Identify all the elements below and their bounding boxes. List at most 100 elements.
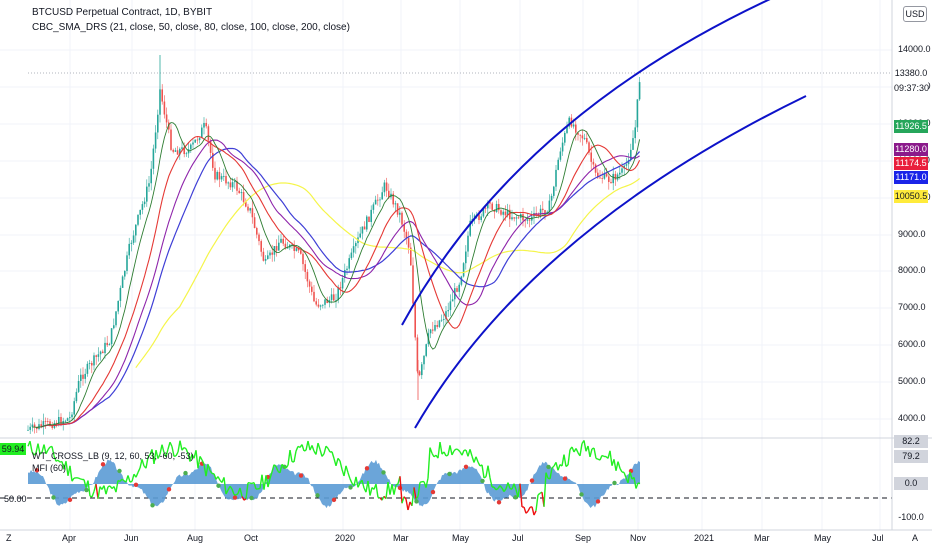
- price-axis-label: 5000.0: [898, 376, 926, 386]
- mfi-line: [533, 510, 537, 516]
- wt-cross-dot: [150, 503, 155, 508]
- time-axis-label: Jul: [512, 533, 524, 543]
- mfi-line: [141, 459, 145, 467]
- candle-body: [198, 138, 201, 141]
- mfi-line: [157, 453, 161, 459]
- candle-body: [403, 224, 405, 232]
- candle-body: [462, 263, 465, 277]
- mfi-legend[interactable]: MFI (60): [32, 463, 67, 473]
- mfi-line: [319, 449, 323, 457]
- mfi-line: [217, 476, 221, 481]
- candle-body: [447, 310, 449, 312]
- time-axis-label: 2020: [335, 533, 356, 543]
- mfi-line: [263, 475, 267, 490]
- candle-body: [341, 277, 344, 289]
- candle-body: [234, 181, 236, 183]
- candle-body: [546, 211, 548, 214]
- time-axis-label: Sep: [575, 533, 592, 543]
- mfi-line: [427, 447, 431, 479]
- auto-scale-icon[interactable]: A: [912, 533, 919, 543]
- candle-body: [638, 82, 641, 100]
- candle-body: [537, 214, 540, 216]
- candle-body: [163, 101, 166, 115]
- price-axis-label: 4000.0: [898, 413, 926, 423]
- candle-body: [117, 300, 119, 312]
- candle-body: [333, 294, 335, 301]
- candle-body: [335, 300, 337, 301]
- candle-body: [262, 251, 265, 261]
- candle-body: [575, 124, 577, 133]
- candle-body: [119, 287, 122, 301]
- time-axis-label: Mar: [754, 533, 770, 543]
- currency-button[interactable]: USD: [903, 6, 927, 22]
- wt-cross-dot: [315, 493, 320, 498]
- candle-body: [124, 270, 126, 277]
- mfi-line: [345, 465, 349, 473]
- mfi-line: [429, 447, 433, 454]
- mfi-line: [583, 440, 587, 452]
- mfi-line: [579, 443, 583, 456]
- candle-body: [150, 168, 152, 184]
- wt-cross-dot: [447, 471, 452, 477]
- wt-cross-dot: [513, 495, 518, 500]
- time-axis-label: May: [814, 533, 832, 543]
- mfi-line: [121, 478, 125, 482]
- mfi-line: [181, 447, 185, 451]
- wt-cross-dot: [249, 495, 254, 501]
- candle-body: [330, 294, 333, 300]
- candle-body: [130, 242, 133, 244]
- wt-cross-dot: [51, 495, 56, 500]
- mfi-line: [53, 455, 57, 462]
- mfi-line: [161, 444, 165, 453]
- mfi-line: [367, 480, 371, 496]
- candle-body: [484, 207, 487, 209]
- candle-body: [251, 208, 254, 218]
- candle-body: [423, 355, 425, 365]
- time-axis-label: Nov: [630, 533, 647, 543]
- zoom-icon[interactable]: Z: [6, 533, 12, 543]
- candle-body: [308, 281, 311, 287]
- candle-body: [489, 202, 491, 204]
- mfi-line: [159, 444, 163, 455]
- indicator-legend[interactable]: CBC_SMA_DRS (21, close, 50, close, 80, c…: [32, 22, 350, 33]
- wt-cross-dot: [546, 464, 551, 470]
- mfi-line: [567, 449, 571, 466]
- mfi-line: [131, 473, 135, 482]
- price-tag: 11926.5: [894, 120, 928, 133]
- wt-cross-dot: [529, 478, 535, 483]
- candle-body: [451, 299, 454, 302]
- mfi-line: [393, 484, 397, 495]
- candle-body: [146, 186, 148, 202]
- candle-body: [286, 247, 289, 249]
- symbol-legend[interactable]: BTCUSD Perpetual Contract, 1D, BYBIT: [32, 7, 213, 18]
- sma-50-line: [36, 135, 641, 429]
- wt-cross-dot: [100, 462, 106, 467]
- candle-body: [513, 217, 515, 219]
- mfi-line: [201, 459, 205, 465]
- mfi-line: [537, 492, 541, 496]
- candle-body: [322, 304, 324, 306]
- price-axis-label: 14000.0: [898, 44, 931, 54]
- candle-body: [159, 89, 161, 115]
- candle-body: [29, 426, 31, 430]
- time-axis-label: Mar: [393, 533, 409, 543]
- candle-body: [284, 243, 287, 249]
- candle-body: [170, 129, 172, 150]
- candle-body: [108, 344, 111, 346]
- mfi-line: [461, 450, 465, 456]
- candle-body: [487, 202, 489, 209]
- wt-cross-legend[interactable]: WT_CROSS_LB (9, 12, 60, 53, -60, -53): [32, 451, 194, 461]
- candle-body: [121, 276, 124, 288]
- candle-body: [405, 231, 408, 239]
- candle-body: [267, 255, 269, 260]
- mfi-line: [331, 451, 335, 459]
- candle-body: [434, 325, 436, 331]
- candle-body: [183, 147, 185, 155]
- mfi-line: [637, 482, 641, 485]
- mfi-line: [315, 442, 319, 455]
- candle-body: [165, 114, 168, 123]
- candle-body: [95, 355, 97, 357]
- mfi-line: [531, 506, 535, 516]
- wt-cross-dot: [34, 468, 40, 473]
